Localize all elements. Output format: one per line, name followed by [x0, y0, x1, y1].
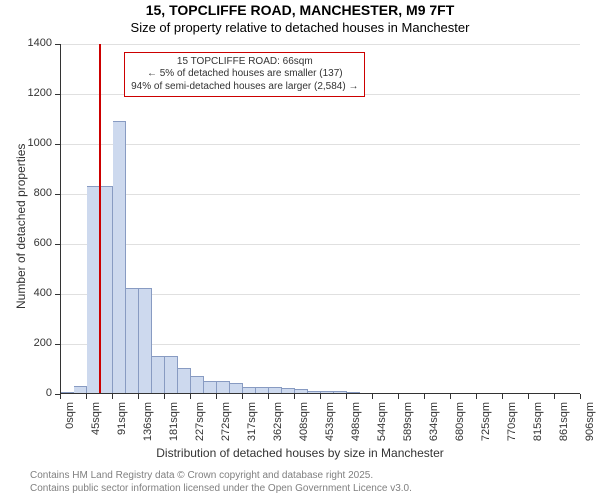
x-tick-label: 544sqm	[376, 402, 388, 448]
y-tick-label: 1200	[12, 87, 52, 99]
y-tick-label: 600	[12, 237, 52, 249]
x-tick-mark	[164, 394, 165, 399]
chart-title: 15, TOPCLIFFE ROAD, MANCHESTER, M9 7FT	[0, 2, 600, 18]
y-tick-label: 1400	[12, 37, 52, 49]
x-tick-label: 453sqm	[324, 402, 336, 448]
histogram-bar	[61, 392, 74, 393]
y-tick-mark	[55, 44, 60, 45]
y-tick-mark	[55, 244, 60, 245]
x-tick-mark	[554, 394, 555, 399]
histogram-bar	[113, 121, 126, 394]
gridline	[61, 194, 580, 195]
histogram-bar	[74, 386, 87, 394]
annot-line1: 15 TOPCLIFFE ROAD: 66sqm	[131, 56, 358, 69]
y-tick-label: 400	[12, 287, 52, 299]
histogram-bar	[126, 288, 139, 393]
annot-line3: 94% of semi-detached houses are larger (…	[131, 81, 358, 94]
footer-line-1: Contains HM Land Registry data © Crown c…	[30, 470, 373, 481]
x-tick-mark	[86, 394, 87, 399]
histogram-bar	[152, 356, 165, 394]
histogram-bar	[295, 389, 308, 393]
x-tick-mark	[580, 394, 581, 399]
y-tick-label: 0	[12, 387, 52, 399]
x-tick-mark	[528, 394, 529, 399]
histogram-bar	[217, 381, 230, 394]
property-marker-line	[99, 44, 101, 393]
x-tick-label: 725sqm	[480, 402, 492, 448]
x-tick-mark	[112, 394, 113, 399]
histogram-bar	[204, 381, 217, 394]
x-tick-label: 91sqm	[116, 402, 128, 448]
x-tick-label: 272sqm	[220, 402, 232, 448]
histogram-bar	[139, 288, 152, 393]
gridline	[61, 44, 580, 45]
x-tick-label: 317sqm	[246, 402, 258, 448]
x-tick-label: 589sqm	[402, 402, 414, 448]
y-tick-label: 800	[12, 187, 52, 199]
marker-annotation: 15 TOPCLIFFE ROAD: 66sqm ← 5% of detache…	[124, 52, 365, 98]
x-tick-mark	[476, 394, 477, 399]
x-tick-mark	[190, 394, 191, 399]
x-tick-mark	[424, 394, 425, 399]
chart-subtitle: Size of property relative to detached ho…	[0, 20, 600, 35]
histogram-bar	[282, 388, 295, 393]
x-tick-mark	[502, 394, 503, 399]
x-tick-mark	[242, 394, 243, 399]
x-tick-mark	[138, 394, 139, 399]
annot-line2: ← 5% of detached houses are smaller (137…	[131, 68, 358, 81]
x-tick-label: 181sqm	[168, 402, 180, 448]
y-tick-mark	[55, 194, 60, 195]
x-tick-label: 906sqm	[584, 402, 596, 448]
histogram-bar	[321, 391, 334, 393]
y-tick-label: 1000	[12, 137, 52, 149]
plot-area: 15 TOPCLIFFE ROAD: 66sqm ← 5% of detache…	[60, 44, 580, 394]
x-tick-mark	[372, 394, 373, 399]
x-tick-mark	[320, 394, 321, 399]
x-tick-mark	[398, 394, 399, 399]
x-tick-label: 227sqm	[194, 402, 206, 448]
x-tick-label: 498sqm	[350, 402, 362, 448]
gridline	[61, 144, 580, 145]
y-tick-label: 200	[12, 337, 52, 349]
x-tick-label: 680sqm	[454, 402, 466, 448]
x-tick-mark	[216, 394, 217, 399]
histogram-bar	[230, 383, 243, 393]
histogram-bar	[178, 368, 191, 393]
footer-line-2: Contains public sector information licen…	[30, 483, 412, 494]
x-tick-mark	[60, 394, 61, 399]
x-tick-label: 136sqm	[142, 402, 154, 448]
histogram-bar	[334, 391, 347, 393]
y-tick-mark	[55, 294, 60, 295]
x-tick-mark	[346, 394, 347, 399]
histogram-bar	[269, 387, 282, 393]
x-tick-label: 362sqm	[272, 402, 284, 448]
histogram-bar	[308, 391, 321, 394]
histogram-bar	[191, 376, 204, 394]
histogram-bar	[243, 387, 256, 393]
x-tick-label: 770sqm	[506, 402, 518, 448]
x-axis-label: Distribution of detached houses by size …	[0, 446, 600, 460]
histogram-bar	[100, 186, 113, 394]
x-tick-label: 45sqm	[90, 402, 102, 448]
y-tick-mark	[55, 94, 60, 95]
x-tick-mark	[294, 394, 295, 399]
x-tick-label: 408sqm	[298, 402, 310, 448]
x-tick-label: 634sqm	[428, 402, 440, 448]
x-tick-label: 861sqm	[558, 402, 570, 448]
x-tick-mark	[450, 394, 451, 399]
y-tick-mark	[55, 344, 60, 345]
y-tick-mark	[55, 144, 60, 145]
histogram-bar	[347, 392, 360, 393]
histogram-bar	[165, 356, 178, 394]
x-tick-mark	[268, 394, 269, 399]
histogram-bar	[256, 387, 269, 393]
y-axis-label: Number of detached properties	[14, 144, 28, 309]
x-tick-label: 815sqm	[532, 402, 544, 448]
x-tick-label: 0sqm	[64, 402, 76, 448]
gridline	[61, 244, 580, 245]
chart-frame: 15, TOPCLIFFE ROAD, MANCHESTER, M9 7FT S…	[0, 0, 600, 500]
